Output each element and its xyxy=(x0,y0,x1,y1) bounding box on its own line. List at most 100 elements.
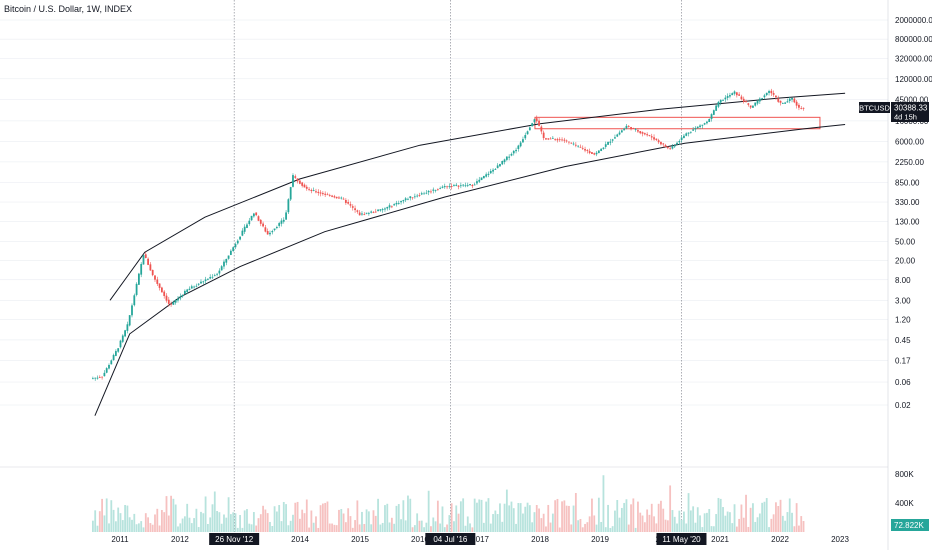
volume-axis: 800K 400K xyxy=(895,470,914,508)
candle-body xyxy=(319,192,322,194)
time-tick-label: 2011 xyxy=(111,535,129,544)
volume-bar xyxy=(140,521,143,532)
volume-bar xyxy=(535,505,538,532)
volume-bar xyxy=(234,513,237,532)
price-badge: BTCUSD 30388.33 4d 15h xyxy=(859,102,929,122)
volume-bar xyxy=(641,515,644,532)
candle-body xyxy=(347,202,350,204)
volume-bar xyxy=(775,502,777,532)
volume-bar xyxy=(218,512,221,532)
volume-bar xyxy=(407,495,409,532)
volume-bar xyxy=(119,513,122,532)
volume-bar xyxy=(204,496,207,532)
volume-bar xyxy=(200,511,202,532)
candle-body xyxy=(255,212,258,216)
candle-body xyxy=(172,301,175,305)
volume-bar xyxy=(657,503,660,532)
candle-body xyxy=(404,198,407,201)
candle-body xyxy=(577,145,580,147)
volume-bar xyxy=(179,523,182,532)
volume-bar xyxy=(489,523,492,532)
candle-body xyxy=(177,298,179,301)
volume-bar xyxy=(669,485,672,532)
volume-bar xyxy=(747,526,750,532)
upper-curve xyxy=(109,92,846,301)
volume-bar xyxy=(296,501,299,532)
candle-body xyxy=(650,136,653,138)
volume-bar xyxy=(124,505,126,532)
candle-body xyxy=(616,134,619,137)
candle-body xyxy=(533,119,536,123)
candle-body xyxy=(542,132,545,139)
volume-bar xyxy=(542,513,545,532)
time-tick-label: 2019 xyxy=(591,535,609,544)
time-axis[interactable]: 2011 2012 26 Nov '12 2014 2015 2016 04 Jul '16… xyxy=(111,533,849,545)
volume-bar xyxy=(225,517,228,532)
volume-bar xyxy=(285,504,287,532)
candle-body xyxy=(784,102,787,104)
candle-body xyxy=(269,232,271,235)
candle-body xyxy=(646,134,649,136)
volume-bars xyxy=(91,475,805,532)
volume-bar xyxy=(158,525,161,532)
volume-bar xyxy=(457,513,460,532)
volume-bar xyxy=(340,509,343,532)
volume-bar xyxy=(476,502,478,532)
price-axis[interactable]: 2000000.00 800000.00 320000.00 120000.00 450… xyxy=(887,0,932,550)
volume-bar xyxy=(193,518,195,532)
candle-body xyxy=(673,145,676,147)
candle-body xyxy=(752,105,754,108)
volume-bar xyxy=(209,517,212,532)
volume-bar xyxy=(236,527,239,532)
candle-body xyxy=(213,275,216,277)
volume-bar xyxy=(333,524,336,532)
candle-body xyxy=(395,202,398,205)
volume-bar xyxy=(618,517,621,532)
volume-bar xyxy=(595,524,598,532)
candle-body xyxy=(765,92,768,96)
candle-body xyxy=(271,231,274,233)
volume-bar xyxy=(492,514,494,532)
volume-bar xyxy=(298,518,301,532)
candle-body xyxy=(117,348,120,352)
candle-body xyxy=(124,330,126,337)
candle-body xyxy=(328,194,331,196)
volume-bar xyxy=(149,523,152,532)
volume-badge: 72.822K xyxy=(891,519,929,531)
candle-body xyxy=(586,150,589,151)
candle-body xyxy=(443,186,446,188)
volume-bar xyxy=(696,507,699,532)
candle-body xyxy=(188,288,191,290)
candle-body xyxy=(156,279,159,284)
candle-body xyxy=(402,200,405,202)
volume-bar xyxy=(423,527,425,532)
candle-body xyxy=(729,95,731,97)
candle-body xyxy=(604,144,607,147)
candle-body xyxy=(170,303,172,305)
candle-body xyxy=(551,137,554,139)
candle-body xyxy=(98,377,101,379)
candle-body xyxy=(202,281,205,283)
candle-body xyxy=(639,131,642,134)
volume-bar xyxy=(278,505,281,532)
volume-bar xyxy=(729,512,731,532)
candle-body xyxy=(706,121,708,124)
volume-bar xyxy=(512,508,515,532)
halving-date-tag: 11 May '20 xyxy=(656,533,707,545)
candle-body xyxy=(733,91,736,94)
volume-bar xyxy=(388,522,391,532)
halving-date-tag: 04 Jul '16 xyxy=(425,533,476,545)
volume-bar xyxy=(469,523,471,532)
candle-body xyxy=(453,185,455,186)
candle-body xyxy=(574,144,577,146)
candle-body xyxy=(223,261,225,267)
volume-bar xyxy=(627,524,630,532)
candle-body xyxy=(229,250,232,255)
candle-body xyxy=(367,213,370,214)
volume-bar xyxy=(131,519,133,532)
volume-bar xyxy=(374,515,377,532)
candle-body xyxy=(685,133,688,136)
volume-bar xyxy=(108,523,110,532)
candle-body xyxy=(545,138,547,140)
